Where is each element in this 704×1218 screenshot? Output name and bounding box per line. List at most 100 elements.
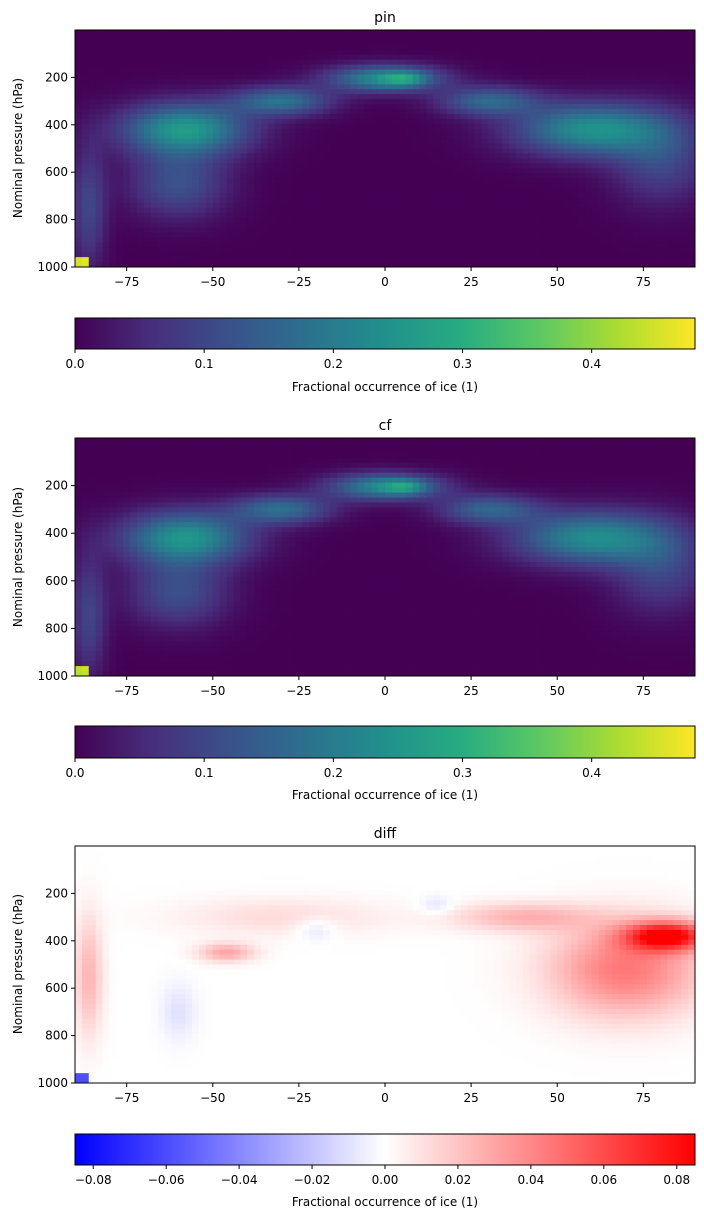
heatmap-cell	[130, 64, 138, 70]
heatmap-cell	[233, 64, 241, 70]
heatmap-cell	[681, 247, 689, 253]
heatmap-cell	[391, 89, 400, 95]
heatmap-cell	[323, 153, 331, 159]
heatmap-cell	[502, 34, 510, 41]
heatmap-cell	[653, 118, 661, 125]
heatmap-cell	[267, 123, 276, 130]
heatmap-cell	[171, 128, 179, 135]
heatmap-cell	[584, 79, 593, 85]
heatmap-cell	[591, 178, 599, 184]
heatmap-cell	[433, 49, 441, 56]
heatmap-cell	[619, 54, 627, 61]
heatmap-cell	[95, 212, 103, 219]
heatmap-cell	[474, 49, 482, 56]
heatmap-cell	[281, 183, 289, 189]
heatmap-cell	[591, 197, 599, 204]
heatmap-cell	[681, 34, 689, 41]
heatmap-cell	[481, 237, 489, 243]
heatmap-cell	[564, 168, 572, 174]
heatmap-cell	[681, 89, 689, 95]
heatmap-cell	[502, 178, 510, 184]
heatmap-cell	[495, 44, 503, 51]
heatmap-cell	[102, 527, 110, 533]
heatmap-cell	[577, 197, 586, 204]
heatmap-cell	[564, 54, 572, 61]
heatmap-cell	[302, 207, 310, 214]
heatmap-cell	[674, 34, 682, 41]
heatmap-cell	[226, 163, 234, 169]
heatmap-cell	[681, 128, 689, 135]
heatmap-cell	[150, 94, 159, 100]
heatmap-cell	[323, 59, 331, 65]
heatmap-cell	[564, 39, 572, 46]
heatmap-cell	[515, 252, 524, 258]
heatmap-cell	[267, 104, 276, 110]
heatmap-cell	[639, 183, 648, 189]
heatmap-cell	[488, 217, 496, 223]
heatmap-cell	[88, 482, 97, 488]
heatmap-cell	[488, 242, 496, 248]
heatmap-cell	[343, 192, 351, 199]
heatmap-cell	[102, 482, 110, 488]
heatmap-cell	[164, 188, 172, 194]
heatmap-cell	[440, 217, 448, 223]
heatmap-cell	[137, 616, 145, 622]
heatmap-cell	[274, 207, 283, 214]
heatmap-cell	[95, 202, 103, 209]
heatmap-cell	[116, 621, 124, 627]
heatmap-cell	[137, 636, 145, 642]
heatmap-cell	[157, 173, 165, 179]
heatmap-cell	[212, 64, 221, 70]
heatmap-cell	[350, 217, 358, 223]
heatmap-cell	[150, 123, 159, 130]
heatmap-cell	[557, 49, 565, 56]
heatmap-cell	[75, 237, 83, 243]
heatmap-cell	[164, 472, 172, 479]
heatmap-cell	[681, 197, 689, 204]
heatmap-cell	[75, 202, 83, 209]
heatmap-cell	[509, 39, 517, 46]
heatmap-cell	[88, 104, 97, 110]
heatmap-cell	[123, 242, 131, 248]
heatmap-cell	[157, 571, 165, 578]
heatmap-cell	[226, 242, 234, 248]
heatmap-cell	[584, 153, 593, 159]
heatmap-cell	[240, 133, 248, 140]
heatmap-cell	[95, 616, 103, 622]
heatmap-cell	[598, 197, 606, 204]
heatmap-cell	[619, 123, 627, 130]
heatmap-cell	[150, 138, 159, 144]
heatmap-cell	[453, 89, 462, 95]
heatmap-cell	[302, 192, 310, 199]
heatmap-cell	[433, 84, 441, 90]
heatmap-cell	[102, 49, 110, 56]
heatmap-cell	[371, 163, 379, 169]
heatmap-cell	[88, 547, 97, 553]
heatmap-cell	[371, 138, 379, 144]
heatmap-cell	[550, 202, 558, 209]
heatmap-cell	[364, 188, 372, 194]
heatmap-cell	[123, 442, 131, 449]
heatmap-cell	[247, 79, 255, 85]
heatmap-cell	[233, 138, 241, 144]
heatmap-cell	[591, 183, 599, 189]
heatmap-cell	[88, 581, 97, 588]
heatmap-cell	[81, 576, 90, 583]
heatmap-cell	[557, 202, 565, 209]
heatmap-cell	[116, 89, 124, 95]
heatmap-cell	[88, 442, 97, 449]
heatmap-cell	[391, 104, 400, 110]
heatmap-cell	[123, 49, 131, 56]
heatmap-cell	[116, 472, 124, 479]
heatmap-cell	[130, 646, 138, 652]
heatmap-cell	[460, 69, 469, 75]
heatmap-cell	[247, 158, 255, 164]
heatmap-cell	[598, 237, 606, 243]
heatmap-cell	[254, 104, 262, 110]
heatmap-cell	[247, 153, 255, 159]
heatmap-cell	[646, 217, 655, 223]
heatmap-cell	[123, 557, 131, 563]
heatmap-cell	[626, 64, 634, 70]
heatmap-cell	[515, 188, 524, 194]
heatmap-cell	[371, 94, 379, 100]
